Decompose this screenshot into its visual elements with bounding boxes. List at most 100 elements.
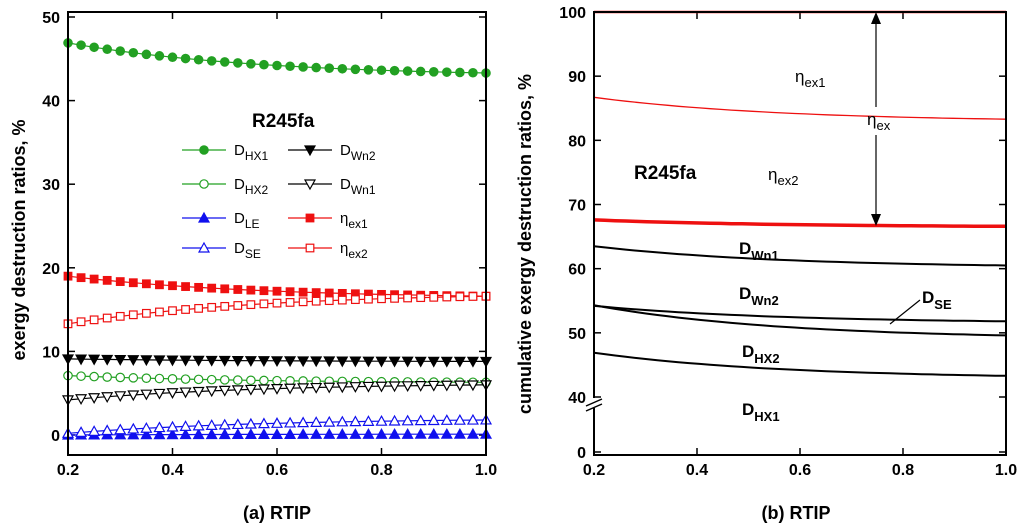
point-le — [127, 428, 140, 440]
legend-label-se: DSE — [234, 240, 261, 261]
point-hx2 — [246, 375, 256, 386]
point-hx1 — [363, 64, 374, 75]
series-line-eta-ex2-boundary — [593, 96, 1007, 120]
point-wn1 — [362, 381, 375, 393]
point-wn2 — [114, 355, 127, 366]
b-ytick-label: 70 — [568, 198, 586, 215]
point-hx2 — [115, 372, 126, 383]
point-le — [362, 428, 375, 439]
b-xtick-label: 0.6 — [789, 462, 811, 479]
point-le — [349, 428, 362, 439]
point-le — [257, 428, 270, 439]
series-line-wn1-boundary — [593, 245, 1007, 267]
legend-label-le: DLE — [234, 210, 260, 231]
a-xtick-label: 0.6 — [266, 462, 288, 479]
point-se — [414, 414, 427, 426]
point-wn1 — [205, 386, 218, 398]
point-ex2 — [429, 292, 439, 302]
chart-a-ylabel: exergy destruction ratios, % — [9, 119, 29, 360]
point-wn2 — [362, 356, 375, 368]
point-le — [153, 428, 166, 440]
point-hx2 — [233, 375, 243, 385]
point-wn1 — [388, 381, 401, 393]
point-ex2 — [311, 296, 321, 306]
point-ex1 — [181, 282, 190, 291]
point-se — [101, 424, 114, 436]
point-se — [362, 415, 375, 426]
point-wn1 — [349, 382, 362, 393]
point-hx2 — [167, 374, 178, 384]
series-line-se-boundary — [593, 304, 1007, 337]
point-wn1 — [336, 382, 349, 394]
point-wn1 — [218, 385, 231, 397]
legend-marker-ex2 — [305, 243, 315, 253]
series-line-eta-ex1-bold — [593, 218, 1006, 229]
a-xtick-label: 0.8 — [370, 462, 392, 479]
legend-marker-ex1 — [305, 213, 315, 223]
point-ex1 — [115, 277, 125, 286]
point-se — [166, 420, 179, 432]
point-hx1 — [206, 56, 217, 66]
point-le — [414, 427, 427, 439]
chart-a-frame — [67, 11, 487, 456]
a-xtick-label: 1.0 — [475, 462, 497, 479]
point-se — [427, 414, 440, 426]
point-hx1 — [272, 60, 282, 71]
a-ytick-label: 10 — [42, 344, 60, 361]
point-hx1 — [76, 40, 86, 50]
point-ex1 — [194, 282, 204, 292]
point-ex1 — [233, 285, 243, 294]
point-wn2 — [179, 355, 192, 367]
point-wn2 — [427, 356, 440, 368]
point-wn1 — [270, 383, 284, 395]
point-ex2 — [364, 294, 373, 304]
point-wn1 — [153, 388, 166, 400]
point-hx2 — [76, 371, 86, 381]
legend-marker-wn2 — [303, 145, 317, 157]
point-ex2 — [403, 293, 413, 303]
point-se — [179, 420, 192, 431]
point-wn1 — [310, 382, 323, 394]
point-hx1 — [102, 44, 112, 55]
point-ex1 — [285, 287, 295, 297]
point-wn2 — [88, 354, 101, 366]
label-eta-ex2: ηex2 — [768, 165, 798, 188]
point-wn1 — [401, 381, 414, 393]
legend-marker-se — [197, 241, 211, 253]
point-wn2 — [375, 356, 388, 368]
legend-label-hx2: DHX2 — [234, 176, 269, 197]
point-se — [205, 419, 218, 430]
point-hx1 — [141, 49, 152, 60]
point-wn2 — [401, 356, 414, 368]
point-wn2 — [388, 356, 401, 368]
point-le — [192, 428, 205, 440]
point-ex2 — [324, 296, 334, 306]
point-hx1 — [259, 59, 269, 70]
point-hx2 — [89, 371, 99, 382]
chart-b: 0.2 0.4 0.6 0.8 1.0 0 40 50 60 70 80 90 100 cumulati… — [515, 5, 1017, 523]
label-d-wn1: DWn1 — [739, 239, 779, 263]
point-ex1 — [102, 275, 112, 285]
point-wn1 — [244, 384, 257, 396]
legend-marker-wn1 — [303, 179, 317, 191]
point-ex2 — [233, 301, 243, 310]
point-ex1 — [220, 284, 230, 294]
point-wn2 — [284, 356, 297, 368]
point-le — [401, 427, 414, 439]
point-se — [401, 414, 414, 426]
point-hx1 — [389, 65, 400, 76]
point-wn2 — [101, 354, 114, 366]
point-ex2 — [89, 315, 99, 325]
point-hx1 — [337, 63, 348, 74]
point-ex2 — [207, 302, 217, 312]
point-le — [388, 427, 401, 439]
point-wn1 — [140, 389, 153, 401]
legend-label-ex1: ηex1 — [340, 210, 368, 231]
point-wn2 — [231, 355, 244, 367]
point-hx1 — [442, 67, 452, 77]
point-hx2 — [193, 374, 204, 385]
point-wn1 — [75, 394, 88, 405]
point-le — [270, 428, 284, 439]
point-wn2 — [153, 355, 166, 367]
point-ex2 — [390, 293, 399, 303]
